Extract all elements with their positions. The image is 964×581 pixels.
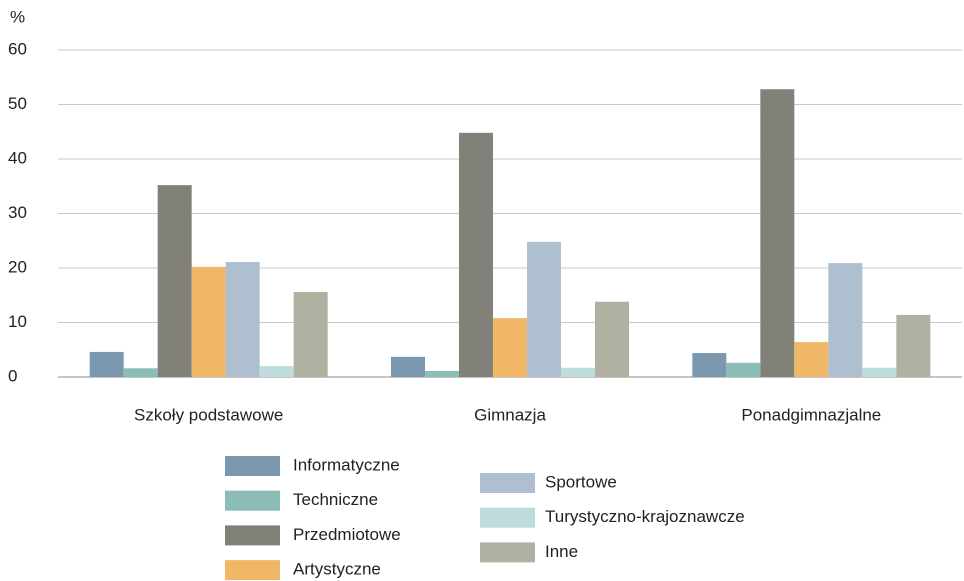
legend-label: Artystyczne (293, 560, 381, 579)
y-tick-label: 20 (8, 257, 27, 276)
y-axis-label: % (10, 7, 25, 26)
bar (225, 262, 260, 377)
bar (493, 318, 527, 377)
bar (459, 132, 493, 377)
bar (425, 371, 459, 377)
bar (293, 291, 328, 377)
legend-swatch (480, 507, 535, 528)
bar (726, 362, 761, 377)
legend-swatch (225, 456, 280, 476)
bar (896, 314, 931, 377)
legend-label: Przedmiotowe (293, 525, 401, 544)
y-tick-label: 60 (8, 39, 27, 58)
y-tick-label: 30 (8, 203, 27, 222)
y-tick-label: 50 (8, 94, 27, 113)
x-tick-label: Gimnazja (474, 405, 546, 424)
x-tick-label: Szkoły podstawowe (134, 405, 283, 424)
y-tick-label: 0 (8, 366, 17, 385)
bar (760, 89, 795, 378)
x-tick-label: Ponadgimnazjalne (741, 405, 881, 424)
bar (862, 367, 897, 377)
bar (561, 367, 595, 377)
legend-label: Inne (545, 542, 578, 561)
bar (123, 368, 158, 377)
bar (89, 351, 124, 377)
legend-swatch (225, 490, 280, 511)
legend-label: Sportowe (545, 472, 617, 491)
bar (391, 356, 425, 377)
bar (794, 342, 829, 377)
legend-label: Informatyczne (293, 455, 400, 474)
legend-swatch (480, 473, 535, 493)
legend-swatch (225, 525, 280, 546)
y-tick-label: 10 (8, 312, 27, 331)
bar (692, 353, 727, 377)
bar (595, 301, 629, 377)
y-tick-label: 40 (8, 148, 27, 167)
bar (259, 366, 294, 377)
bar (828, 263, 863, 377)
bar (157, 185, 192, 377)
bar (191, 266, 226, 377)
legend-swatch (480, 542, 535, 563)
legend-label: Turystyczno-krajoznawcze (545, 507, 745, 526)
legend-swatch (225, 560, 280, 581)
bar (527, 241, 561, 377)
legend-label: Techniczne (293, 490, 378, 509)
